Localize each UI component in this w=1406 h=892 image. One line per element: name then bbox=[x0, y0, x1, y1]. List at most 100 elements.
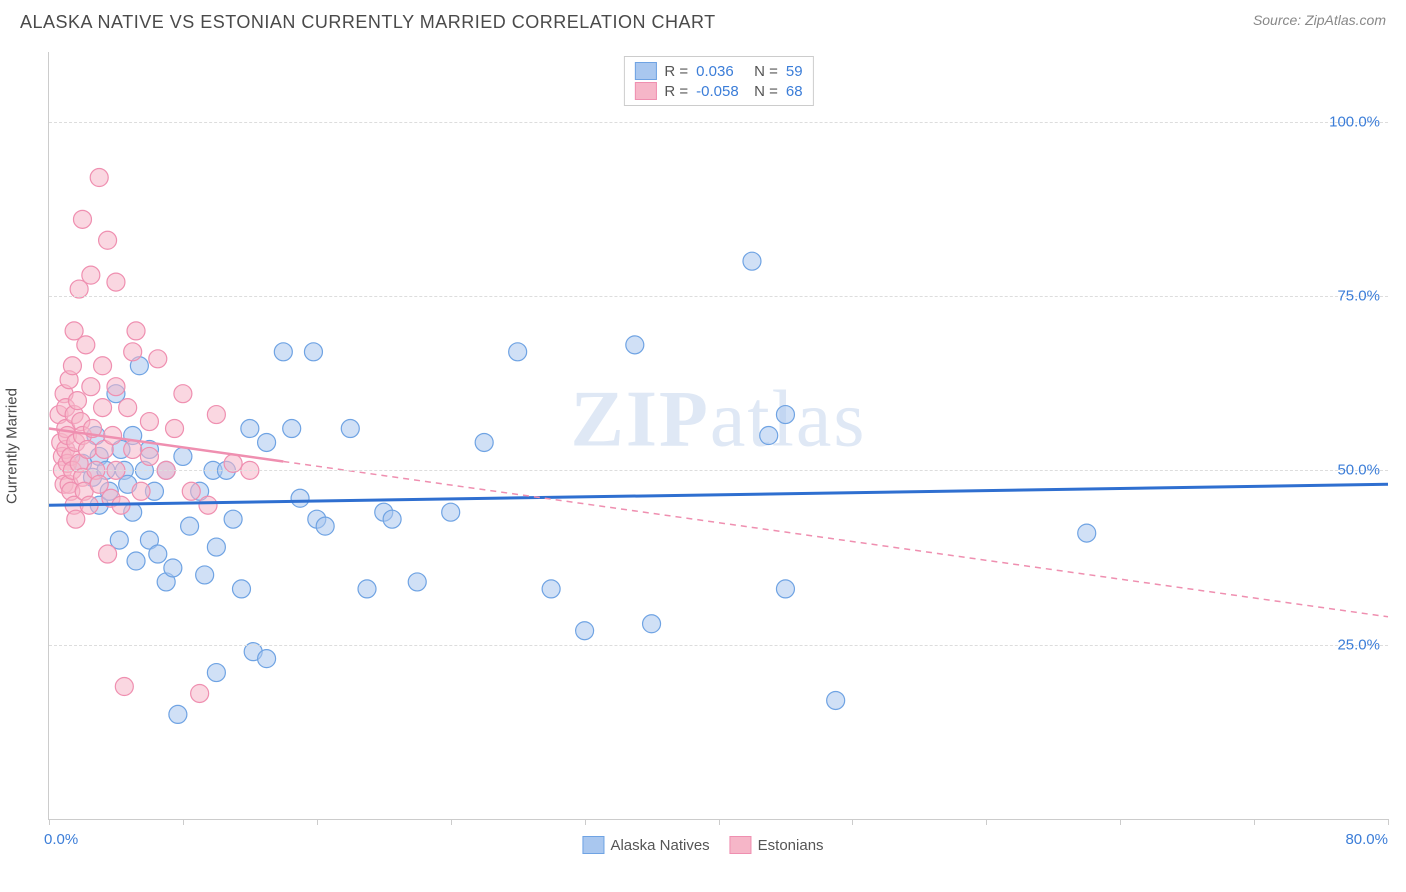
y-axis-label: Currently Married bbox=[4, 388, 21, 504]
trend-line-extrapolated bbox=[283, 461, 1388, 616]
scatter-point bbox=[316, 517, 334, 535]
scatter-point bbox=[304, 343, 322, 361]
legend-swatch bbox=[634, 62, 656, 80]
scatter-point bbox=[191, 684, 209, 702]
scatter-point bbox=[626, 336, 644, 354]
scatter-point bbox=[63, 357, 81, 375]
stat-n-label: N = bbox=[754, 83, 778, 100]
scatter-point bbox=[358, 580, 376, 598]
gridline bbox=[49, 470, 1388, 471]
scatter-point bbox=[408, 573, 426, 591]
stat-r-value: 0.036 bbox=[696, 63, 746, 80]
stat-n-label: N = bbox=[754, 63, 778, 80]
scatter-point bbox=[283, 420, 301, 438]
scatter-point bbox=[383, 510, 401, 528]
x-tick bbox=[1254, 819, 1255, 825]
scatter-plot bbox=[49, 52, 1388, 819]
scatter-point bbox=[127, 552, 145, 570]
scatter-point bbox=[149, 350, 167, 368]
scatter-point bbox=[166, 420, 184, 438]
scatter-point bbox=[67, 510, 85, 528]
x-tick bbox=[719, 819, 720, 825]
legend-swatch bbox=[634, 82, 656, 100]
legend-swatch bbox=[582, 836, 604, 854]
scatter-point bbox=[164, 559, 182, 577]
x-tick bbox=[585, 819, 586, 825]
scatter-point bbox=[182, 482, 200, 500]
legend-label: Estonians bbox=[758, 837, 824, 854]
x-tick bbox=[986, 819, 987, 825]
scatter-point bbox=[1078, 524, 1096, 542]
scatter-point bbox=[107, 378, 125, 396]
y-tick-label: 50.0% bbox=[1337, 462, 1380, 479]
scatter-point bbox=[107, 273, 125, 291]
gridline bbox=[49, 296, 1388, 297]
scatter-point bbox=[73, 210, 91, 228]
scatter-point bbox=[274, 343, 292, 361]
scatter-point bbox=[140, 447, 158, 465]
scatter-point bbox=[149, 545, 167, 563]
scatter-point bbox=[776, 406, 794, 424]
scatter-point bbox=[509, 343, 527, 361]
x-tick bbox=[49, 819, 50, 825]
scatter-point bbox=[90, 169, 108, 187]
stats-row: R =-0.058N =68 bbox=[634, 81, 802, 101]
y-tick-label: 25.0% bbox=[1337, 636, 1380, 653]
scatter-point bbox=[78, 440, 96, 458]
scatter-point bbox=[232, 580, 250, 598]
chart-source: Source: ZipAtlas.com bbox=[1253, 12, 1386, 33]
legend-swatch bbox=[730, 836, 752, 854]
scatter-point bbox=[115, 678, 133, 696]
stat-r-label: R = bbox=[664, 83, 688, 100]
scatter-point bbox=[140, 413, 158, 431]
scatter-point bbox=[207, 538, 225, 556]
legend-item: Estonians bbox=[730, 836, 824, 854]
scatter-point bbox=[760, 427, 778, 445]
scatter-point bbox=[181, 517, 199, 535]
scatter-point bbox=[174, 385, 192, 403]
x-tick bbox=[451, 819, 452, 825]
scatter-point bbox=[94, 399, 112, 417]
scatter-point bbox=[124, 440, 142, 458]
stats-row: R = 0.036 N = 59 bbox=[634, 61, 802, 81]
scatter-point bbox=[258, 650, 276, 668]
y-tick-label: 75.0% bbox=[1337, 288, 1380, 305]
scatter-point bbox=[99, 231, 117, 249]
scatter-point bbox=[224, 510, 242, 528]
stats-legend: R =0.036N =59R =-0.058N =68 bbox=[623, 56, 813, 106]
scatter-point bbox=[341, 420, 359, 438]
gridline bbox=[49, 122, 1388, 123]
trend-line bbox=[49, 484, 1388, 505]
scatter-point bbox=[127, 322, 145, 340]
stat-r-value: -0.058 bbox=[696, 83, 746, 100]
bottom-legend: Alaska Natives Estonians bbox=[582, 836, 823, 854]
x-tick bbox=[852, 819, 853, 825]
x-axis-max-label: 80.0% bbox=[1345, 831, 1388, 848]
scatter-point bbox=[442, 503, 460, 521]
scatter-point bbox=[542, 580, 560, 598]
scatter-point bbox=[132, 482, 150, 500]
x-tick bbox=[317, 819, 318, 825]
scatter-point bbox=[124, 343, 142, 361]
scatter-point bbox=[643, 615, 661, 633]
scatter-point bbox=[82, 378, 100, 396]
scatter-point bbox=[94, 357, 112, 375]
scatter-point bbox=[99, 545, 117, 563]
legend-item: Alaska Natives bbox=[582, 836, 709, 854]
legend-label: Alaska Natives bbox=[610, 837, 709, 854]
scatter-point bbox=[258, 433, 276, 451]
scatter-point bbox=[475, 433, 493, 451]
scatter-point bbox=[743, 252, 761, 270]
x-tick bbox=[1120, 819, 1121, 825]
scatter-point bbox=[827, 691, 845, 709]
y-tick-label: 100.0% bbox=[1329, 113, 1380, 130]
scatter-point bbox=[207, 406, 225, 424]
stat-r-label: R = bbox=[664, 63, 688, 80]
stat-n-value: 59 bbox=[786, 63, 803, 80]
scatter-point bbox=[169, 705, 187, 723]
scatter-point bbox=[776, 580, 794, 598]
scatter-point bbox=[68, 392, 86, 410]
x-axis-min-label: 0.0% bbox=[44, 831, 78, 848]
scatter-point bbox=[119, 399, 137, 417]
scatter-point bbox=[207, 664, 225, 682]
